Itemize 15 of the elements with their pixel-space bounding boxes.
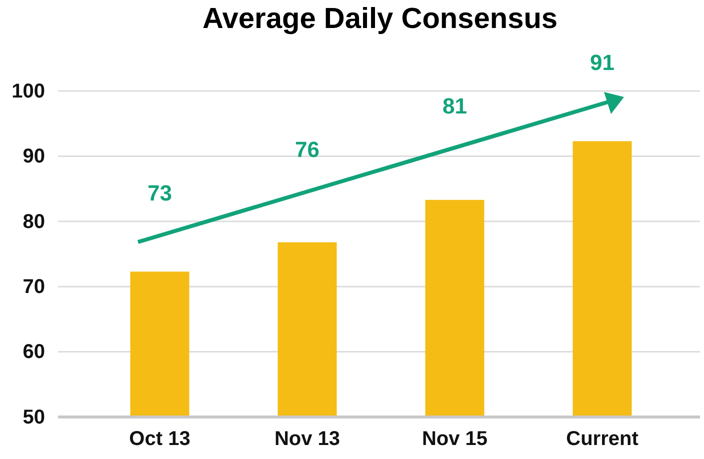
x-tick-label: Current — [566, 428, 639, 450]
y-tick-label: 80 — [22, 210, 45, 233]
annotation: 73 — [148, 180, 172, 206]
y-tick-label: 60 — [22, 341, 45, 364]
x-tick-label: Oct 13 — [129, 428, 190, 450]
text: 91 — [590, 50, 614, 76]
y-tick-label: 50 — [22, 406, 45, 428]
x-tick-label: Nov 15 — [422, 428, 488, 450]
y-tick-label: 70 — [22, 276, 45, 298]
annotation: 81 — [442, 94, 467, 119]
y-tick-label: 100 — [12, 80, 45, 102]
y-tick-label: 90 — [22, 146, 45, 168]
x-tick-label: Nov 13 — [274, 428, 340, 450]
annotation: 76 — [295, 137, 320, 162]
chart-title: Average Daily Consensus — [202, 3, 558, 35]
